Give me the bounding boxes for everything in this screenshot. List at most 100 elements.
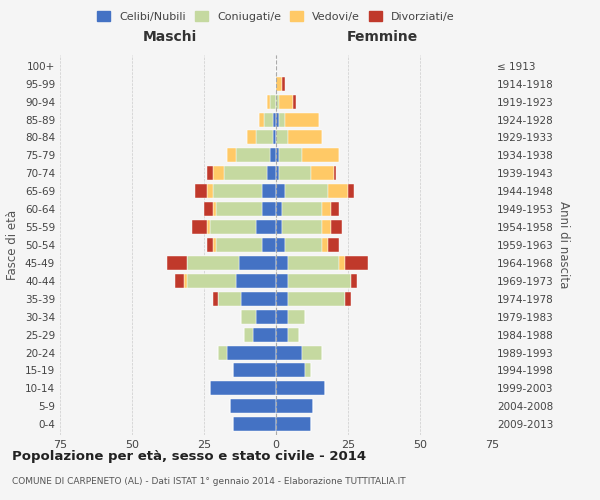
Bar — [241, 310, 256, 324]
Bar — [287, 130, 322, 144]
Bar — [348, 184, 354, 198]
Bar — [279, 166, 311, 180]
Bar — [282, 76, 284, 90]
Bar — [204, 202, 212, 216]
Bar — [279, 94, 293, 108]
Bar — [331, 220, 342, 234]
Bar — [276, 238, 284, 252]
Bar — [276, 346, 302, 360]
Bar — [233, 418, 276, 431]
Bar — [218, 346, 227, 360]
Bar — [256, 310, 276, 324]
Bar — [331, 202, 340, 216]
Bar — [218, 292, 241, 306]
Bar — [305, 364, 311, 378]
Bar — [262, 238, 276, 252]
Bar — [212, 238, 215, 252]
Bar — [210, 382, 276, 396]
Bar — [282, 202, 322, 216]
Bar — [276, 400, 313, 413]
Bar — [287, 292, 345, 306]
Bar — [270, 94, 276, 108]
Text: COMUNE DI CARPENETO (AL) - Dati ISTAT 1° gennaio 2014 - Elaborazione TUTTITALIA.: COMUNE DI CARPENETO (AL) - Dati ISTAT 1°… — [12, 478, 406, 486]
Bar — [345, 292, 351, 306]
Bar — [212, 166, 224, 180]
Bar — [276, 418, 311, 431]
Bar — [244, 328, 253, 342]
Bar — [207, 238, 212, 252]
Legend: Celibi/Nubili, Coniugati/e, Vedovi/e, Divorziati/e: Celibi/Nubili, Coniugati/e, Vedovi/e, Di… — [94, 8, 458, 25]
Bar — [287, 256, 340, 270]
Bar — [224, 166, 268, 180]
Bar — [212, 202, 215, 216]
Text: Femmine: Femmine — [347, 30, 418, 44]
Bar — [276, 94, 279, 108]
Bar — [276, 310, 287, 324]
Y-axis label: Anni di nascita: Anni di nascita — [557, 202, 570, 288]
Bar — [276, 76, 282, 90]
Bar — [322, 202, 331, 216]
Bar — [276, 256, 287, 270]
Bar — [302, 148, 340, 162]
Bar — [241, 292, 276, 306]
Bar — [284, 112, 319, 126]
Bar — [167, 256, 187, 270]
Bar — [207, 166, 212, 180]
Text: Popolazione per età, sesso e stato civile - 2014: Popolazione per età, sesso e stato civil… — [12, 450, 366, 463]
Bar — [233, 364, 276, 378]
Bar — [276, 166, 279, 180]
Bar — [279, 112, 284, 126]
Bar — [215, 202, 262, 216]
Bar — [210, 220, 256, 234]
Bar — [212, 184, 262, 198]
Bar — [239, 256, 276, 270]
Bar — [276, 130, 287, 144]
Bar — [322, 238, 328, 252]
Bar — [311, 166, 334, 180]
Bar — [256, 130, 273, 144]
Bar — [276, 328, 287, 342]
Bar — [262, 184, 276, 198]
Bar — [227, 346, 276, 360]
Bar — [276, 202, 282, 216]
Bar — [276, 112, 279, 126]
Bar — [268, 94, 270, 108]
Bar — [187, 274, 236, 288]
Bar — [270, 148, 276, 162]
Text: Maschi: Maschi — [142, 30, 197, 44]
Bar — [293, 94, 296, 108]
Bar — [287, 328, 299, 342]
Bar — [212, 292, 218, 306]
Bar — [259, 112, 265, 126]
Bar — [328, 184, 348, 198]
Bar — [287, 274, 351, 288]
Y-axis label: Fasce di età: Fasce di età — [7, 210, 19, 280]
Bar — [175, 274, 184, 288]
Bar — [207, 220, 210, 234]
Bar — [256, 220, 276, 234]
Bar — [340, 256, 345, 270]
Bar — [265, 112, 273, 126]
Bar — [279, 148, 302, 162]
Bar — [268, 166, 276, 180]
Bar — [276, 292, 287, 306]
Bar — [276, 148, 279, 162]
Bar — [351, 274, 356, 288]
Bar — [284, 184, 328, 198]
Bar — [196, 184, 207, 198]
Bar — [215, 238, 262, 252]
Bar — [276, 220, 282, 234]
Bar — [187, 256, 239, 270]
Bar — [207, 184, 212, 198]
Bar — [328, 238, 340, 252]
Bar — [262, 202, 276, 216]
Bar — [273, 130, 276, 144]
Bar — [345, 256, 368, 270]
Bar — [193, 220, 207, 234]
Bar — [282, 220, 322, 234]
Bar — [276, 184, 284, 198]
Bar — [334, 166, 337, 180]
Bar — [302, 346, 322, 360]
Bar — [284, 238, 322, 252]
Bar — [276, 382, 325, 396]
